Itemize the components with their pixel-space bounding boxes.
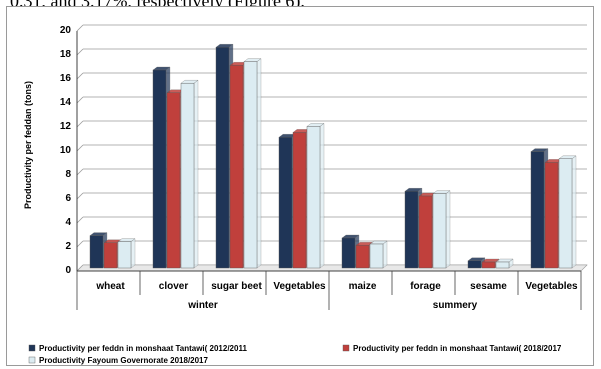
category-label: clover — [159, 281, 189, 292]
y-tick-label: 16 — [60, 73, 72, 84]
bar-4-2 — [369, 243, 384, 269]
bar-side — [382, 240, 388, 269]
y-tick-label: 6 — [65, 193, 71, 204]
gridline-depth-7 — [76, 96, 84, 104]
y-tick-label: 0 — [65, 265, 71, 276]
bar-side — [445, 190, 451, 269]
category-label: sugar beet — [211, 281, 262, 292]
bars — [89, 43, 577, 269]
legend: Productivity per feddn in monshaat Tanta… — [28, 344, 562, 365]
category-label: forage — [410, 281, 441, 292]
bar-5-2 — [432, 193, 447, 269]
bar-chart: 0 2 4 6 8 10 12 14 16 18 20 Productivity per feddan… — [23, 24, 588, 365]
axes — [76, 31, 588, 310]
group-label: summery — [433, 300, 478, 311]
bar-2-1 — [229, 65, 244, 269]
labels: 0 2 4 6 8 10 12 14 16 18 20 Productivity per feddan… — [23, 25, 578, 311]
category-label: maize — [349, 281, 377, 292]
gridline-depth-10 — [76, 24, 84, 32]
bar-1-2 — [180, 82, 195, 269]
legend-swatch-0 — [28, 344, 36, 352]
category-label: Vegetables — [273, 281, 326, 292]
legend-label-0: Productivity per feddn in monshaat Tanta… — [39, 344, 247, 353]
gridline-depth-6 — [76, 120, 84, 128]
bar-3-1 — [292, 132, 307, 269]
legend-swatch-1 — [342, 344, 350, 352]
bar-6-0 — [467, 260, 482, 269]
category-label: Vegetables — [525, 281, 578, 292]
bar-2-0 — [215, 47, 230, 269]
y-tick-label: 18 — [60, 49, 72, 60]
y-tick-label: 8 — [65, 169, 71, 180]
legend-label-1: Productivity per feddn in monshaat Tanta… — [353, 344, 562, 353]
bar-7-1 — [544, 162, 559, 269]
gridline-depth-5 — [76, 144, 84, 152]
bar-2-2 — [243, 61, 258, 269]
bar-5-0 — [404, 190, 419, 269]
legend-label-2: Productivity Fayoum Governorate 2018/201… — [39, 356, 209, 365]
y-tick-label: 20 — [60, 25, 72, 36]
bar-side — [193, 79, 199, 269]
y-axis-title: Productivity per feddan (tons) — [23, 81, 33, 209]
gridline-depth-4 — [76, 168, 84, 176]
bar-6-2 — [495, 261, 510, 269]
bar-5-1 — [418, 195, 433, 269]
legend-swatch-2 — [28, 356, 36, 364]
bar-3-2 — [306, 126, 321, 269]
gridline-depth-9 — [76, 48, 84, 56]
chart-frame: 0 2 4 6 8 10 12 14 16 18 20 Productivity per feddan… — [6, 6, 594, 366]
category-label: wheat — [95, 281, 125, 292]
y-tick-label: 12 — [60, 121, 72, 132]
bar-7-2 — [558, 158, 573, 269]
gridline-depth-1 — [76, 240, 84, 248]
bar-0-0 — [89, 235, 104, 269]
bar-side — [256, 58, 262, 269]
gridline-depth-3 — [76, 192, 84, 200]
y-tick-label: 2 — [65, 241, 71, 252]
category-label: sesame — [470, 281, 507, 292]
bar-3-0 — [278, 136, 293, 269]
gridline-depth-8 — [76, 72, 84, 80]
bar-0-2 — [117, 241, 132, 269]
bar-6-1 — [481, 261, 496, 269]
bar-7-0 — [530, 151, 545, 269]
y-tick-label: 10 — [60, 145, 72, 156]
bar-0-1 — [103, 242, 118, 269]
bar-side — [130, 238, 136, 269]
caption-fragment: 0.31, and 3.17%, respectively (Figure 6)… — [0, 0, 601, 11]
bar-1-0 — [152, 69, 167, 269]
bar-4-1 — [355, 244, 370, 269]
group-label: winter — [187, 300, 218, 311]
bar-side — [319, 123, 325, 269]
bar-side — [571, 155, 577, 269]
y-tick-label: 14 — [60, 97, 72, 108]
y-tick-label: 4 — [65, 217, 71, 228]
bar-4-0 — [341, 237, 356, 269]
gridline-depth-2 — [76, 216, 84, 224]
bar-1-1 — [166, 92, 181, 269]
